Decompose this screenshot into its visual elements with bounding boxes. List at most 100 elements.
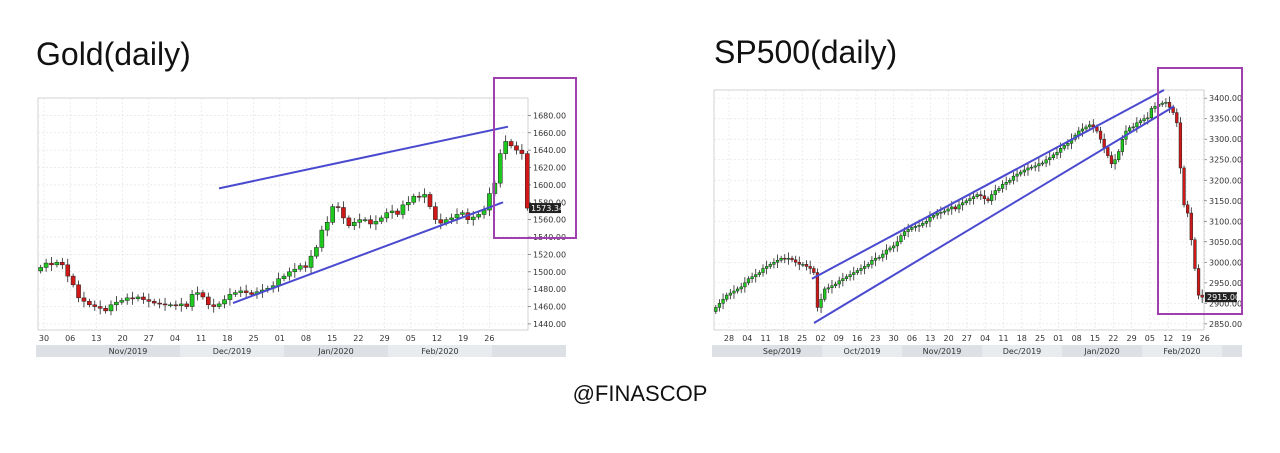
candle-body — [910, 227, 914, 230]
candle-body — [249, 292, 254, 295]
y-tick-label: 1580.00 — [533, 198, 566, 207]
candle-body — [1033, 165, 1037, 168]
x-tick-label: 19 — [458, 334, 468, 343]
month-band-cell — [1142, 345, 1222, 357]
month-label: Feb/2020 — [1163, 347, 1200, 356]
x-tick-label: 26 — [484, 334, 494, 343]
candle-body — [324, 222, 330, 231]
candle-body — [216, 303, 222, 307]
candle-body — [717, 303, 722, 308]
y-tick-label: 1660.00 — [533, 129, 566, 138]
candle-body — [38, 267, 44, 272]
x-tick-label: 30 — [39, 334, 49, 343]
candle-body — [899, 235, 903, 243]
candle-body — [953, 206, 957, 210]
candle-body — [427, 194, 433, 207]
candle-body — [855, 270, 859, 273]
x-tick-label: 16 — [852, 334, 862, 343]
x-tick-label: 11 — [196, 334, 206, 343]
month-label: Oct/2019 — [844, 347, 881, 356]
trend-channel-line — [811, 89, 1165, 280]
y-tick-label: 3250.00 — [1209, 156, 1242, 165]
x-tick-label: 18 — [779, 334, 789, 343]
candle-body — [389, 210, 395, 213]
candle-body — [146, 299, 152, 302]
x-tick-label: 05 — [1145, 334, 1155, 343]
candle-body — [728, 292, 732, 296]
candle-body — [1135, 122, 1139, 128]
month-label: Nov/2019 — [923, 347, 962, 356]
candle-body — [830, 285, 834, 288]
x-tick-label: 27 — [962, 334, 972, 343]
last-price-label: 1573.34 — [531, 204, 564, 213]
candle-body — [130, 297, 135, 300]
x-tick-label: 09 — [834, 334, 844, 343]
candle-body — [841, 278, 845, 282]
x-tick-label: 04 — [980, 334, 990, 343]
candle-body — [514, 145, 519, 151]
candle-body — [351, 222, 357, 226]
candle-body — [870, 260, 874, 265]
candle-body — [476, 214, 481, 218]
candle-body — [859, 268, 863, 271]
candle-body — [877, 257, 881, 259]
candle-body — [732, 290, 736, 294]
candle-body — [779, 257, 783, 261]
month-band-cell — [388, 345, 492, 357]
candle-body — [1120, 138, 1124, 152]
candle-body — [1015, 173, 1019, 177]
candle-body — [178, 303, 184, 306]
candle-body — [54, 261, 60, 266]
candle-body — [1048, 157, 1052, 160]
candle-body — [986, 198, 990, 202]
candle-body — [921, 223, 925, 226]
candle-body — [114, 301, 119, 306]
candle-body — [964, 200, 968, 204]
month-label: Jan/2020 — [1083, 347, 1119, 356]
candle-body — [761, 268, 765, 273]
x-tick-label: 19 — [1181, 334, 1191, 343]
y-tick-label: 2850.00 — [1209, 320, 1242, 329]
candle-body — [794, 259, 798, 263]
candle-body — [519, 149, 525, 154]
candle-body — [287, 271, 292, 277]
candle-body — [739, 286, 743, 290]
candle-body — [1182, 167, 1186, 206]
candle-body — [1102, 138, 1106, 148]
candle-body — [804, 264, 809, 267]
candle-body — [65, 264, 71, 277]
candle-body — [1178, 122, 1183, 169]
candle-body — [422, 194, 427, 198]
y-tick-label: 3150.00 — [1209, 197, 1242, 206]
candle-body — [1059, 148, 1063, 153]
candle-body — [508, 141, 514, 147]
candle-body — [211, 304, 217, 307]
candle-body — [368, 219, 373, 225]
y-tick-label: 1460.00 — [533, 303, 566, 312]
candle-body — [1164, 102, 1168, 104]
candle-body — [917, 225, 921, 227]
candle-body — [950, 206, 954, 210]
candle-body — [449, 217, 454, 220]
candle-body — [725, 294, 729, 300]
y-tick-label: 1600.00 — [533, 181, 566, 190]
candle-body — [243, 290, 249, 293]
candle-body — [184, 303, 189, 307]
candle-body — [168, 304, 173, 307]
month-label: Dec/2019 — [1003, 347, 1042, 356]
last-price-label: 2915.00 — [1207, 293, 1240, 302]
x-tick-label: 12 — [432, 334, 442, 343]
candle-body — [60, 261, 65, 266]
candle-body — [863, 266, 867, 269]
candle-body — [979, 194, 983, 197]
x-tick-label: 13 — [91, 334, 101, 343]
candle-body — [189, 294, 195, 307]
candle-body — [1193, 239, 1197, 269]
x-tick-label: 06 — [907, 334, 917, 343]
x-tick-label: 25 — [1035, 334, 1045, 343]
candle-body — [815, 272, 820, 308]
y-tick-label: 1640.00 — [533, 146, 566, 155]
candle-body — [1055, 152, 1059, 156]
candle-body — [884, 249, 889, 255]
candle-body — [852, 272, 856, 275]
